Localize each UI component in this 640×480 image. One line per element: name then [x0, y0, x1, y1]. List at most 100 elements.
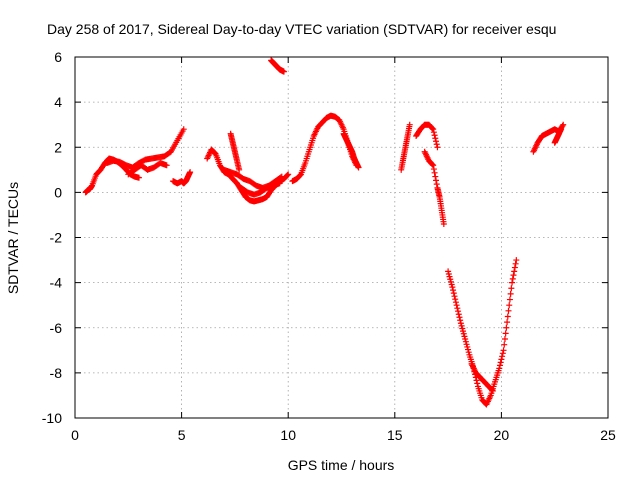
points-layer — [82, 57, 567, 408]
data-point — [163, 162, 170, 169]
data-point — [456, 314, 463, 321]
data-point — [504, 313, 511, 320]
data-point — [280, 68, 287, 75]
data-point — [236, 166, 243, 173]
data-point — [489, 387, 496, 394]
data-point — [513, 257, 520, 264]
data-point — [429, 125, 436, 132]
series-seg18 — [551, 126, 565, 146]
data-point — [510, 272, 517, 279]
data-point — [496, 362, 503, 369]
data-point — [457, 320, 464, 327]
data-point — [505, 307, 512, 314]
x-tick-label: 25 — [600, 427, 616, 443]
data-point — [462, 336, 469, 343]
data-point — [434, 144, 441, 151]
series-seg11 — [340, 130, 362, 171]
series-seg3 — [125, 160, 170, 178]
data-point — [452, 299, 459, 306]
series-seg16 — [468, 360, 496, 394]
y-tick-label: -2 — [50, 230, 63, 246]
series-seg13 — [413, 121, 441, 151]
x-tick-label: 15 — [387, 427, 403, 443]
data-point — [447, 278, 454, 285]
y-axis-label: SDTVAR / TECUs — [5, 182, 21, 294]
data-point — [559, 122, 566, 129]
data-point — [452, 296, 459, 303]
data-point — [449, 284, 456, 291]
chart-title: Day 258 of 2017, Sidereal Day-to-day VTE… — [47, 21, 556, 37]
data-point — [440, 220, 447, 227]
data-point — [455, 308, 462, 315]
data-point — [430, 166, 437, 173]
data-point — [430, 162, 437, 169]
data-point — [499, 350, 506, 357]
data-point — [463, 341, 470, 348]
data-point — [458, 322, 465, 329]
data-point — [500, 347, 507, 354]
data-point — [355, 164, 362, 171]
series-seg5 — [204, 146, 292, 205]
data-point — [507, 290, 514, 297]
data-point — [502, 330, 509, 337]
data-point — [447, 276, 454, 283]
data-point — [558, 126, 565, 133]
y-tick-label: 6 — [54, 49, 62, 65]
y-tick-label: -10 — [42, 410, 62, 426]
data-point — [429, 161, 436, 168]
data-point — [284, 172, 291, 179]
data-point — [430, 129, 437, 136]
data-point — [454, 305, 461, 312]
y-tick-label: -8 — [50, 365, 63, 381]
y-tick-label: 0 — [54, 184, 62, 200]
data-point — [431, 132, 438, 139]
data-point — [506, 302, 513, 309]
data-point — [501, 341, 508, 348]
data-point — [180, 126, 187, 133]
data-point — [276, 180, 283, 187]
series-seg4 — [170, 169, 194, 187]
x-tick-label: 10 — [280, 427, 296, 443]
data-point — [433, 181, 440, 188]
data-point — [277, 174, 284, 181]
y-tick-label: -4 — [50, 275, 63, 291]
data-point — [464, 343, 471, 350]
data-point — [450, 287, 457, 294]
data-point — [498, 356, 505, 363]
data-point — [460, 328, 467, 335]
data-point — [506, 296, 513, 303]
data-point — [446, 273, 453, 280]
series-seg15 — [445, 257, 520, 408]
data-point — [451, 293, 458, 300]
series-seg2 — [103, 126, 187, 171]
series-seg9 — [268, 57, 287, 75]
data-point — [512, 260, 519, 267]
tick-layer: 0 5 10 15 20 25 -10 -8 -6 -4 -2 0 2 4 6 — [42, 49, 616, 443]
data-point — [450, 290, 457, 297]
x-tick-label: 0 — [71, 427, 79, 443]
x-tick-label: 20 — [494, 427, 510, 443]
data-point — [430, 126, 437, 133]
data-point — [406, 121, 413, 128]
data-point — [473, 377, 480, 384]
x-tick-label: 5 — [178, 427, 186, 443]
data-point — [465, 349, 472, 356]
data-point — [560, 121, 567, 128]
series-seg12 — [398, 121, 413, 173]
data-point — [509, 275, 516, 282]
data-point — [459, 325, 466, 332]
data-point — [432, 173, 439, 180]
data-point — [135, 174, 142, 181]
data-point — [460, 330, 467, 337]
x-axis-label: GPS time / hours — [288, 457, 395, 473]
series-seg7 — [227, 130, 243, 173]
data-point — [187, 169, 194, 176]
y-tick-label: 2 — [54, 139, 62, 155]
data-point — [445, 268, 452, 275]
data-point — [462, 338, 469, 345]
data-point — [433, 141, 440, 148]
data-point — [432, 135, 439, 142]
data-point — [453, 302, 460, 309]
y-tick-label: -6 — [50, 320, 63, 336]
data-point — [461, 333, 468, 340]
